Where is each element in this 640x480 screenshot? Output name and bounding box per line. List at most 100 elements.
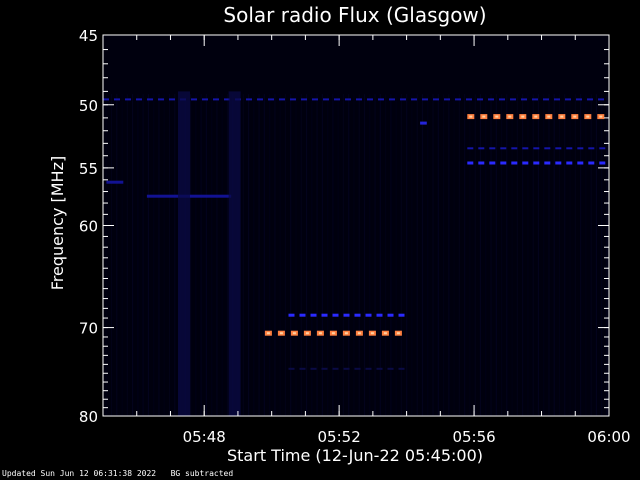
- band-segment: [246, 98, 252, 101]
- noise-streak: [121, 94, 123, 417]
- noise-streak: [437, 94, 439, 417]
- band-segment: [310, 367, 317, 370]
- band-segment: [365, 367, 372, 370]
- band-segment: [376, 367, 383, 370]
- y-tick-label: 60: [79, 218, 98, 236]
- noise-streak: [442, 94, 445, 417]
- noise-streak: [353, 94, 355, 417]
- band-segment: [478, 147, 485, 150]
- y-tick-label: 55: [79, 160, 98, 178]
- band-segment: [577, 147, 584, 150]
- band-segment: [202, 98, 208, 101]
- band-segment: [387, 367, 394, 370]
- noise-streak: [580, 94, 582, 417]
- y-tick-label: 70: [79, 320, 98, 338]
- band-peak: [396, 332, 400, 335]
- band-segment: [367, 98, 373, 101]
- band-segment: [411, 98, 417, 101]
- band-segment: [467, 147, 474, 150]
- noise-streak: [337, 94, 339, 417]
- band-segment: [522, 161, 529, 165]
- noise-streak: [395, 94, 397, 417]
- band-peak: [599, 115, 603, 118]
- axes-layer: 05:48 05:52 05:56 06:00 45 50 55 60 70 80: [79, 27, 631, 446]
- band-segment: [365, 313, 372, 317]
- noise-streak: [147, 94, 150, 417]
- noise-streak: [153, 94, 155, 417]
- noise-streak: [269, 94, 271, 417]
- noise-streak: [158, 94, 160, 417]
- noise-streak: [247, 94, 250, 417]
- noise-streak: [384, 94, 387, 417]
- band-segment: [565, 98, 571, 101]
- band-segment: [299, 367, 306, 370]
- band-segment: [312, 98, 318, 101]
- band-segment: [345, 98, 351, 101]
- band-segment: [332, 313, 339, 317]
- noise-streak: [548, 94, 550, 417]
- band-segment: [398, 313, 405, 317]
- noise-streak: [321, 94, 323, 417]
- band-segment: [343, 367, 350, 370]
- noise-streak: [263, 94, 265, 417]
- band-segment: [125, 98, 131, 101]
- noise-streak: [131, 94, 134, 417]
- noise-streak: [348, 94, 350, 417]
- band-peak: [370, 332, 374, 335]
- band-peak: [573, 115, 577, 118]
- noise-streak: [189, 94, 192, 417]
- noise-streak: [253, 94, 255, 417]
- band-segment: [279, 98, 285, 101]
- band-segment: [257, 98, 263, 101]
- noise-streak: [332, 94, 334, 417]
- x-tick-label: 06:00: [587, 428, 630, 446]
- band-segment: [356, 98, 362, 101]
- band-peak: [547, 115, 551, 118]
- band-segment: [467, 161, 474, 165]
- band-segment: [301, 98, 307, 101]
- band-segment: [588, 161, 595, 165]
- noise-streak: [200, 94, 202, 417]
- noise-streak: [574, 94, 576, 417]
- band-segment: [191, 98, 197, 101]
- noise-streak: [390, 94, 392, 417]
- noise-streak: [479, 94, 482, 417]
- noise-streak: [474, 94, 476, 417]
- noise-streak: [490, 94, 492, 417]
- noise-streak: [506, 94, 508, 417]
- noise-streak: [116, 94, 118, 417]
- noise-streak: [485, 94, 487, 417]
- vertical-streak: [228, 91, 241, 417]
- noise-streak: [211, 94, 213, 417]
- noise-streak: [427, 94, 429, 417]
- noise-streak: [469, 94, 471, 417]
- noise-streak: [590, 94, 592, 417]
- noise-streak: [432, 94, 434, 417]
- band-peak: [292, 332, 296, 335]
- x-tick-label: 05:48: [183, 428, 226, 446]
- band-segment: [588, 147, 595, 150]
- vertical-streak: [178, 91, 190, 417]
- band-segment: [477, 98, 483, 101]
- noise-streak: [564, 94, 566, 417]
- band-segment: [489, 147, 496, 150]
- noise-streak: [284, 94, 287, 417]
- band-segment: [576, 98, 582, 101]
- background-note: BG subtracted: [170, 469, 234, 478]
- noise-streak: [142, 94, 144, 417]
- noise-streak: [137, 94, 139, 417]
- band-peak: [534, 115, 538, 118]
- noise-streak: [105, 94, 107, 417]
- plot-layer: [103, 35, 609, 417]
- noise-streak: [258, 94, 260, 417]
- noise-streak: [295, 94, 297, 417]
- band-segment: [343, 313, 350, 317]
- band-segment: [466, 98, 472, 101]
- band-segment: [224, 98, 230, 101]
- noise-streak: [421, 94, 424, 417]
- band-segment: [544, 147, 551, 150]
- band-peak: [508, 115, 512, 118]
- noise-streak: [464, 94, 466, 417]
- band-peak: [586, 115, 590, 118]
- band-peak: [305, 332, 309, 335]
